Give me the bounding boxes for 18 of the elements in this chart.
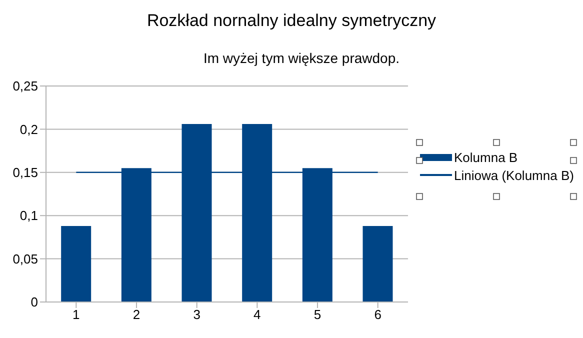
x-tick-label: 5 (314, 307, 322, 322)
y-tick-label: 0,25 (12, 78, 38, 94)
x-tick-label: 4 (254, 307, 261, 322)
y-tick-label: 0,1 (20, 208, 38, 224)
x-tick-label: 1 (72, 307, 80, 322)
x-tick-label: 6 (374, 307, 382, 322)
x-tick-label: 3 (193, 307, 200, 322)
chart-subtitle: Im wyżej tym większe prawdop. (202, 50, 401, 66)
bar (61, 226, 92, 302)
x-tick-label: 2 (132, 307, 140, 322)
chart-title: Rozkład nornalny idealny symetryczny (146, 11, 438, 31)
y-tick-label: 0 (30, 294, 38, 310)
y-tick-label: 0,15 (12, 165, 38, 180)
legend-label: Liniowa (Kolumna B) (454, 168, 574, 182)
legend-label: Kolumna B (454, 150, 518, 164)
y-tick-label: 0,2 (20, 122, 38, 137)
y-tick-label: 0,05 (12, 251, 38, 266)
bar (362, 226, 393, 302)
